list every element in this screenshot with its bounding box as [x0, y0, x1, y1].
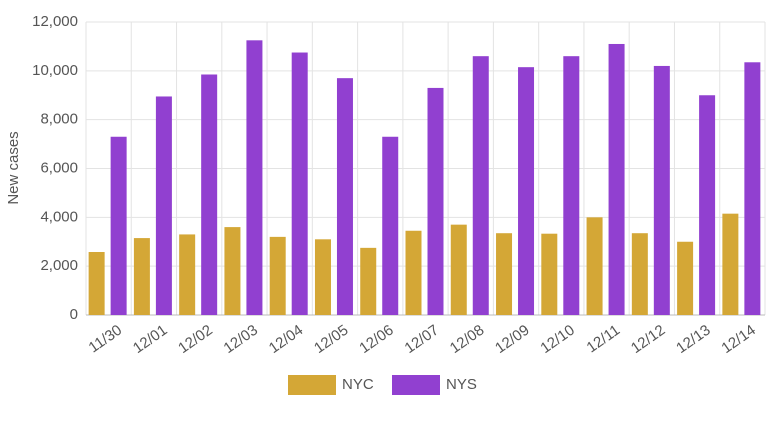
y-tick-label: 2,000 [40, 257, 78, 274]
bar [450, 224, 467, 315]
bar [722, 213, 739, 315]
x-tick-label: 12/07 [402, 322, 443, 357]
bar [88, 252, 105, 315]
x-tick-label: 12/12 [628, 322, 669, 357]
bar [699, 95, 716, 315]
bar [336, 78, 353, 316]
x-tick-label: 12/06 [356, 322, 397, 357]
bar [405, 230, 422, 315]
bar [541, 233, 558, 315]
x-tick-label: 12/02 [175, 322, 216, 357]
bar [608, 43, 625, 315]
x-tick-label: 12/14 [718, 322, 759, 357]
bar [179, 234, 196, 315]
bar [744, 62, 761, 315]
legend-label: NYC [342, 376, 374, 393]
bar [496, 233, 513, 315]
legend-swatch [392, 375, 440, 395]
bar [677, 241, 694, 315]
x-tick-label: 12/04 [266, 322, 307, 357]
bar [155, 96, 172, 316]
bar [246, 40, 263, 315]
x-tick-label: 12/03 [220, 322, 261, 357]
bar [563, 56, 580, 315]
y-tick-label: 12,000 [32, 13, 78, 30]
legend-label: NYS [446, 376, 477, 393]
y-tick-label: 6,000 [40, 159, 78, 176]
bar [427, 87, 444, 315]
x-tick-label: 12/08 [447, 322, 488, 357]
x-tick-label: 12/13 [673, 322, 714, 357]
y-axis-label: New cases [5, 131, 22, 204]
bar [291, 52, 308, 315]
y-tick-label: 0 [70, 306, 78, 323]
x-tick-label: 12/10 [537, 322, 578, 357]
bar [314, 239, 331, 315]
x-tick-label: 12/01 [130, 322, 171, 357]
x-tick-label: 12/09 [492, 322, 533, 357]
bar [110, 136, 127, 315]
legend-swatch [288, 375, 336, 395]
bar [201, 74, 218, 315]
y-tick-label: 10,000 [32, 62, 78, 79]
bar [472, 56, 489, 315]
bar [518, 67, 535, 315]
x-tick-label: 11/30 [86, 322, 126, 357]
x-tick-label: 12/05 [311, 322, 352, 357]
bar [269, 236, 286, 315]
bar [631, 233, 648, 315]
y-tick-label: 8,000 [40, 111, 78, 128]
x-tick-label: 12/11 [584, 322, 624, 357]
bar [360, 247, 377, 315]
y-tick-label: 4,000 [40, 208, 78, 225]
bar [653, 65, 670, 315]
bar [586, 217, 603, 315]
bar [133, 238, 150, 315]
bar [382, 136, 399, 315]
bar [224, 227, 241, 315]
